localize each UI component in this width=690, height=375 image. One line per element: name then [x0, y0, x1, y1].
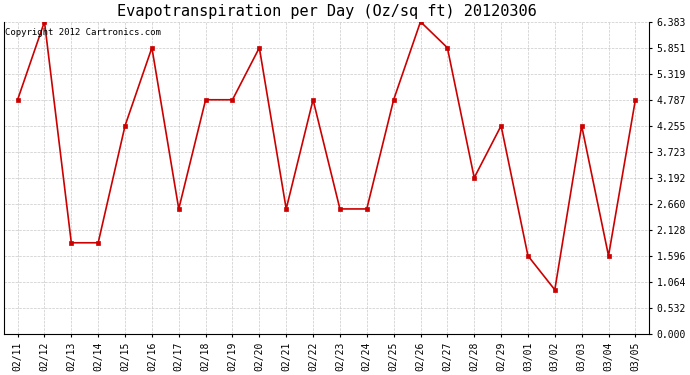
Text: Copyright 2012 Cartronics.com: Copyright 2012 Cartronics.com: [6, 28, 161, 37]
Title: Evapotranspiration per Day (Oz/sq ft) 20120306: Evapotranspiration per Day (Oz/sq ft) 20…: [117, 4, 536, 19]
